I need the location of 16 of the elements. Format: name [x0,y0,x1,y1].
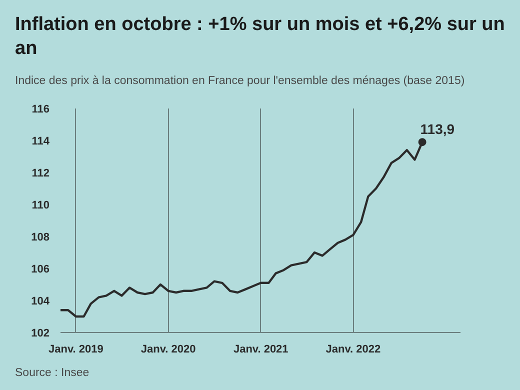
x-tick-label: Janv. 2020 [140,343,196,356]
y-tick-label: 110 [32,199,50,212]
y-tick-label: 114 [32,135,50,148]
y-tick-label: 108 [31,231,50,244]
y-tick-label: 102 [31,327,50,340]
chart-subtitle: Indice des prix à la consommation en France pour l'ensemble des ménages (base 2015) [15,74,465,88]
annotation: 113,9 [420,121,455,138]
y-tick-label: 116 [32,103,50,116]
y-tick-label: 112 [32,167,50,180]
x-tick-label: Janv. 2022 [326,343,381,356]
y-tick-label: 104 [31,295,50,308]
source-note: Source : Insee [15,366,90,381]
y-tick-label: 106 [31,263,50,276]
chart-title: Inflation en octobre : +1% sur un mois et +6,2% sur un an [15,13,520,60]
x-tick-label: Janv. 2021 [233,343,288,356]
x-tick-label: Janv. 2019 [48,343,104,356]
